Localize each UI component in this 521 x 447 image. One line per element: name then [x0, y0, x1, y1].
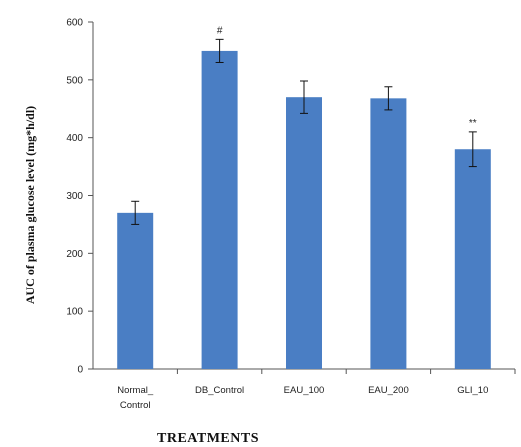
x-axis: Normal_ Control DB_Control EAU_100 EAU_200 GL… — [93, 368, 516, 411]
bar — [454, 149, 491, 369]
y-tick-label: 300 — [66, 191, 83, 202]
y-tick-label: 0 — [77, 365, 83, 376]
x-axis-title: TREATMENTS — [157, 431, 259, 446]
x-tick-label: EAU_200 — [368, 385, 409, 396]
x-tick-label: DB_Control — [195, 385, 244, 396]
bar — [117, 212, 154, 369]
x-tick-label: Control — [120, 400, 151, 411]
bar — [286, 97, 322, 369]
bar — [370, 98, 407, 369]
y-tick-label: 100 — [66, 307, 83, 318]
y-tick-label: 200 — [66, 249, 83, 260]
error-bars — [131, 38, 477, 225]
x-tick-label: EAU_100 — [284, 385, 325, 396]
bars — [117, 50, 491, 370]
y-axis: 0 100 200 300 400 500 600 — [66, 18, 94, 376]
bar — [201, 50, 238, 370]
annotations: # ** — [217, 25, 477, 129]
y-tick-label: 400 — [66, 133, 83, 144]
y-tick-label: 600 — [66, 18, 83, 29]
x-tick-label: Normal_ — [117, 385, 154, 396]
x-tick-label: GLI_10 — [457, 385, 488, 396]
significance-mark: # — [217, 25, 223, 36]
y-axis-title: AUC of plasma glucose level (mg*h/dl) — [23, 106, 37, 304]
significance-mark: ** — [469, 118, 477, 129]
y-tick-label: 500 — [66, 75, 83, 86]
